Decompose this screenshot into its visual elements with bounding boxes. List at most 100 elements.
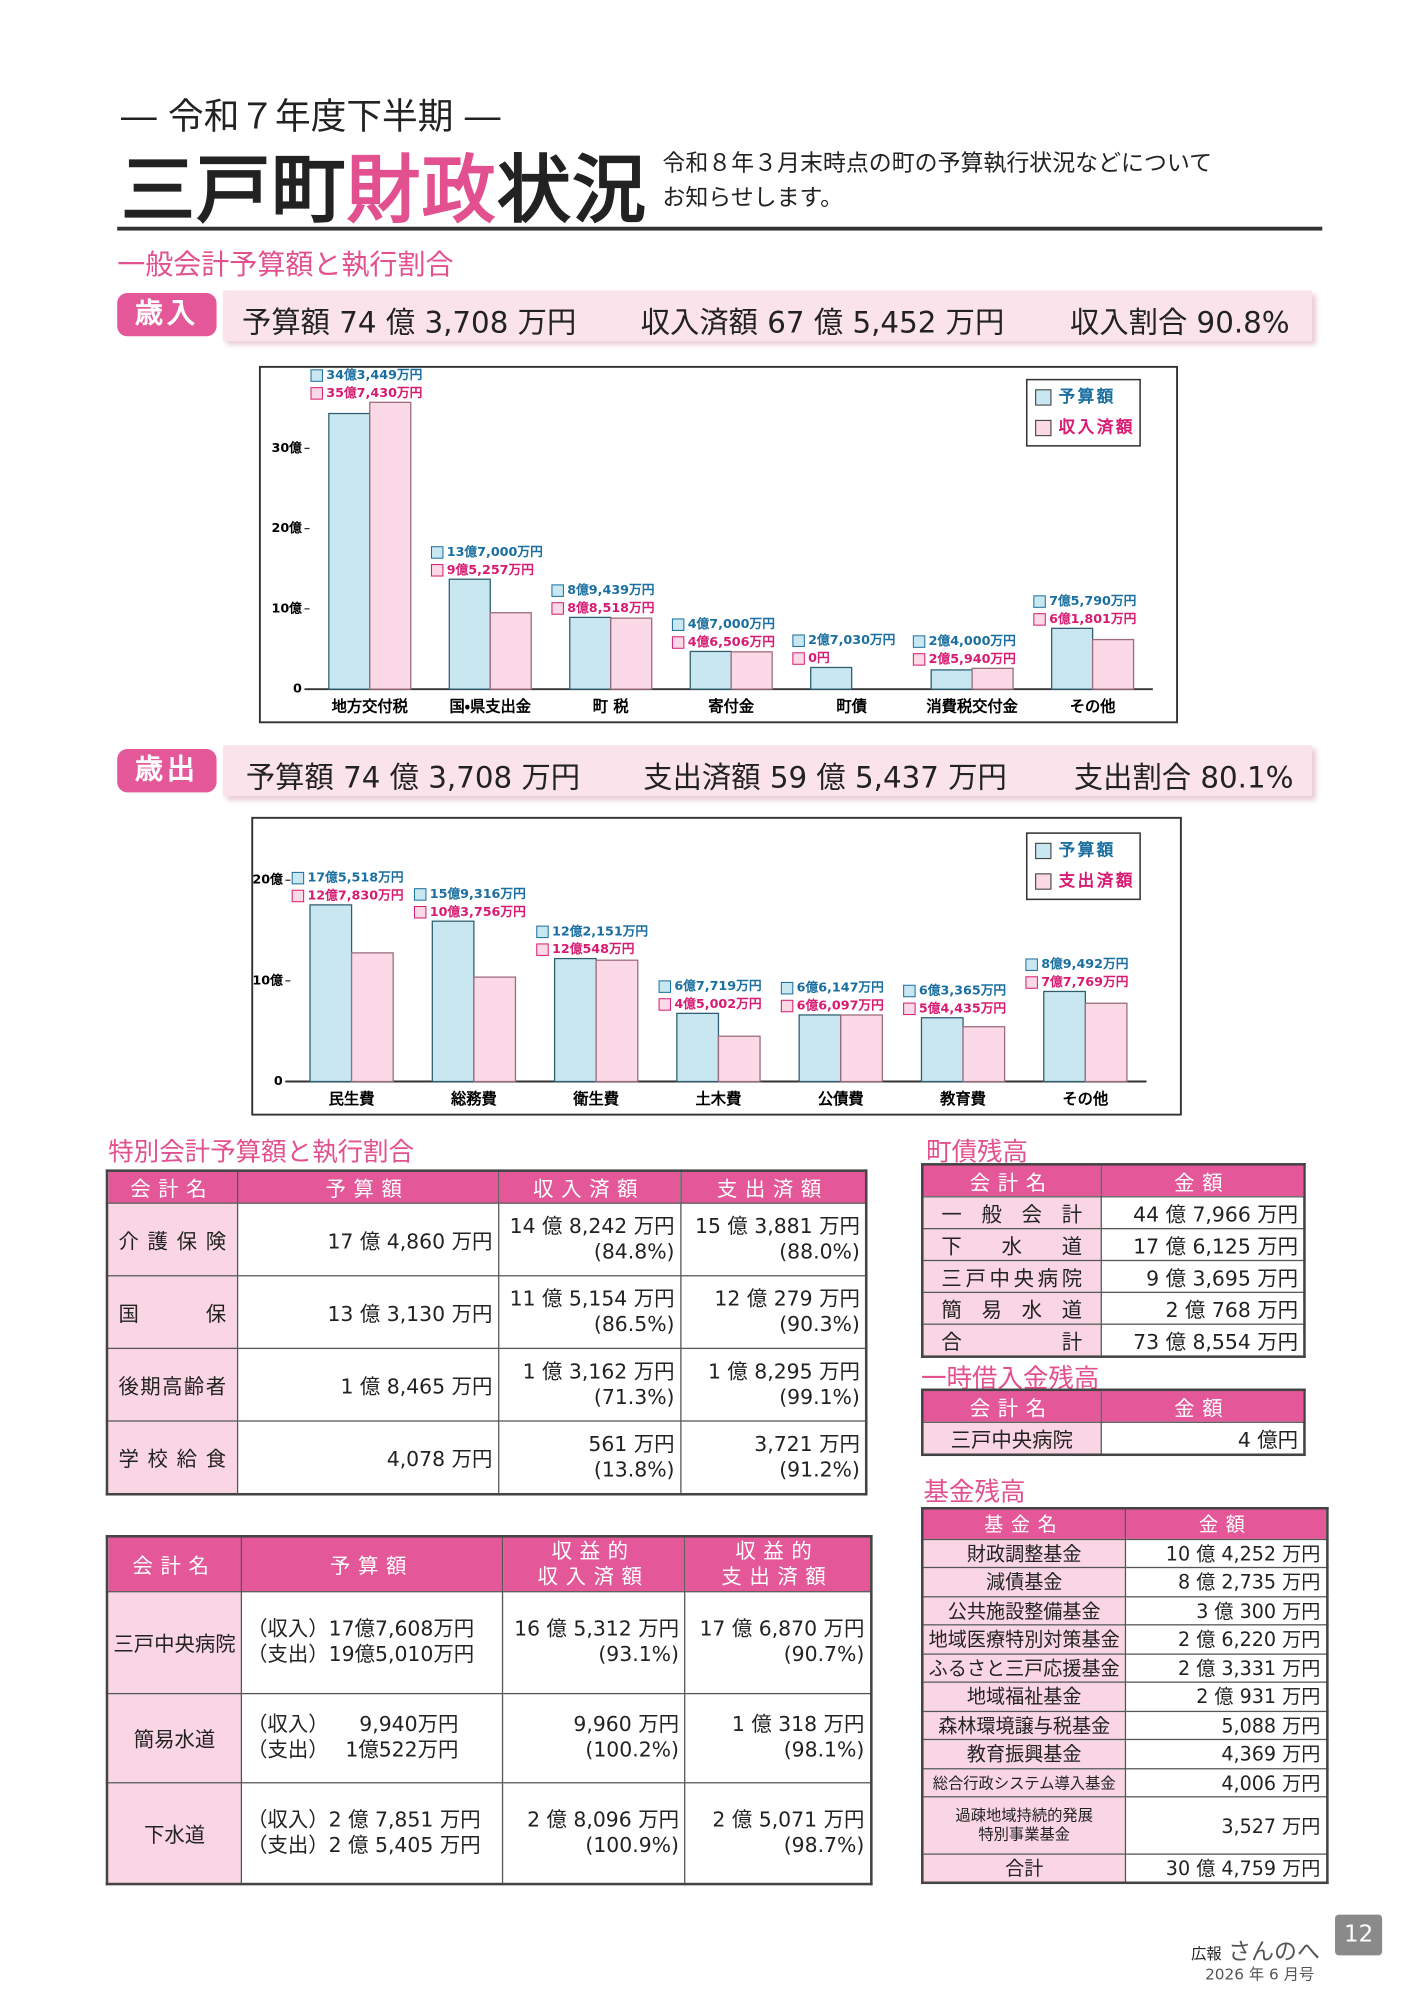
bar [730, 651, 773, 690]
name-cell: 後期高齢者 [106, 1347, 238, 1422]
badge: 歳出 [117, 749, 217, 793]
row: 公共施設整備基金 3 億 300 万円 [921, 1595, 1328, 1626]
cell-line: (98.1%) [783, 1737, 865, 1762]
header-cell: 会計名 [106, 1535, 243, 1592]
value-cell: 561 万円 (13.8%) [497, 1420, 681, 1495]
label-icon [1025, 976, 1038, 989]
value-label: 17億5,518万円 [307, 870, 403, 886]
cell-line: (90.7%) [783, 1642, 865, 1667]
value-cell: 30 億 4,759 万円 [1124, 1853, 1328, 1884]
value-label: 2億5,940万円 [929, 651, 1016, 667]
header-cell: 予算額 [240, 1535, 504, 1592]
value-cell: 2 億 6,220 万円 [1124, 1624, 1328, 1655]
label-icon [291, 889, 305, 903]
name-cell: 学校給食 [106, 1420, 238, 1495]
row: 三戸中央病院 4 億円 [921, 1421, 1306, 1456]
value-cell: 9,960 万円 (100.2%) [501, 1692, 686, 1783]
label-icon [536, 925, 549, 939]
rule [117, 226, 1323, 231]
x-tick-label: 町債 [836, 697, 867, 715]
label-icon [536, 943, 549, 956]
label-icon [430, 546, 444, 559]
page-number: 12 [1335, 1914, 1383, 1956]
value-cell: 5,088 万円 [1124, 1710, 1328, 1741]
row: 簡易水道 （収入） 9,940万円 （支出） 1億522万円 9,960 万円 (100… [106, 1692, 872, 1783]
value-label: 2億7,030万円 [808, 632, 895, 648]
cell-line: 収入済額 [537, 1563, 650, 1589]
cell-line: 9,960 万円 [573, 1712, 679, 1737]
label-icon [903, 1002, 916, 1016]
cell-line: (13.8%) [593, 1456, 675, 1482]
row: 国保 13 億 3,130 万円 11 億 5,154 万円 (86.5%) 12 億 … [106, 1275, 867, 1350]
footer-name: さんのへ [1228, 1938, 1320, 1966]
x-tick-label: 土木費 [696, 1090, 743, 1108]
label-icon [310, 369, 323, 382]
label-icon [551, 584, 564, 597]
cell-line: (86.5%) [593, 1312, 675, 1337]
y-tick-label: 10億 [252, 972, 283, 988]
label-icon [551, 602, 564, 615]
bar [489, 612, 532, 690]
row: 減債基金 8 億 2,735 万円 [921, 1566, 1328, 1597]
cell-line: (88.0%) [779, 1239, 860, 1264]
value-label: 12億7,830万円 [307, 887, 403, 903]
cell-line: (98.7%) [783, 1832, 865, 1857]
x-tick-label: 衛生費 [572, 1090, 620, 1108]
header-cell: 金額 [1099, 1389, 1306, 1423]
legend-swatch [1035, 419, 1052, 437]
revenue-summary: 予算額 74 億 3,708 万円 収入済額 67 億 5,452 万円 収入割… [222, 290, 1313, 342]
name-cell: 三戸中央病院 [921, 1421, 1102, 1456]
table: 会計名 予算額 収入済額 支出済額 介護保険 17 億 4,860 万円 14 億 8,24… [105, 1169, 868, 1495]
name-cell: 下水道 [921, 1228, 1102, 1262]
name-cell: 三戸中央病院 [921, 1259, 1102, 1293]
value-label: 9億5,257万円 [447, 562, 534, 578]
bar [1091, 638, 1135, 690]
cell-line: 17 億 6,870 万円 [699, 1616, 865, 1641]
cell-line: （支出）19億5,010万円 [247, 1642, 475, 1667]
value-cell: 2 億 8,096 万円 (100.9%) [501, 1781, 686, 1885]
bar [1051, 627, 1094, 690]
value-label: 8億9,439万円 [567, 582, 654, 598]
value-cell: 2 億 931 万円 [1124, 1681, 1328, 1712]
cell-line: 2 億 8,096 万円 [527, 1807, 679, 1832]
bar [448, 578, 491, 690]
value-label: 6億3,365万円 [919, 982, 1006, 998]
value-cell: 17 億 4,860 万円 [236, 1202, 499, 1277]
value-label: 12億548万円 [552, 941, 634, 957]
bar [798, 1014, 842, 1083]
row: 森林環境譲与税基金 5,088 万円 [921, 1710, 1328, 1741]
kicker: ― 令和７年度下半期 ― [121, 95, 501, 138]
value-cell: 8 億 2,735 万円 [1124, 1566, 1328, 1597]
section-title: 町債残高 [926, 1136, 1029, 1167]
title-part: 状況 [496, 146, 648, 234]
bar [369, 401, 412, 690]
bar [717, 1035, 761, 1083]
cell-line: (90.3%) [779, 1312, 860, 1337]
x-tick-label: 地方交付税 [332, 697, 409, 715]
row: ふるさと三戸応援基金 2 億 3,331 万円 [921, 1652, 1328, 1683]
row: 下水道 17 億 6,125 万円 [921, 1228, 1306, 1262]
legend-label: 予算額 [1059, 839, 1116, 859]
label-icon [780, 999, 794, 1013]
name-cell: ふるさと三戸応援基金 [921, 1652, 1127, 1683]
value-cell: 1 億 8,465 万円 [236, 1347, 499, 1422]
row: 財政調整基金 10 億 4,252 万円 [921, 1538, 1328, 1569]
value-label: 6億7,719万円 [674, 978, 761, 994]
label-icon [792, 652, 805, 665]
section-title: 一時借入金残高 [921, 1363, 1100, 1394]
name-cell: 介護保険 [106, 1202, 238, 1277]
value-cell: 4,078 万円 [236, 1420, 499, 1495]
label-icon [780, 981, 794, 995]
value-label: 2億4,000万円 [929, 633, 1016, 649]
value-cell: 44 億 7,966 万円 [1099, 1196, 1306, 1230]
bar [689, 650, 732, 690]
x-tick-label: その他 [1070, 697, 1117, 715]
cell-line: 12 億 279 万円 [714, 1286, 860, 1311]
value-label: 4億6,506万円 [688, 634, 775, 650]
cell-line: 561 万円 [588, 1431, 675, 1456]
label-icon [912, 635, 926, 648]
value-label: 5億4,435万円 [919, 1000, 1006, 1016]
x-tick-label: 町 税 [593, 697, 630, 715]
